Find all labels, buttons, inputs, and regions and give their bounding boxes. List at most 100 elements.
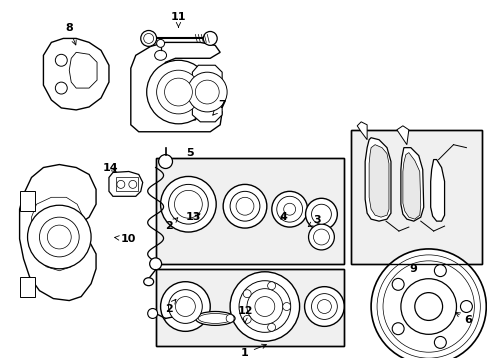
- Text: 1: 1: [241, 344, 266, 358]
- Bar: [116, 177, 138, 192]
- Polygon shape: [400, 148, 423, 221]
- Circle shape: [313, 229, 329, 245]
- Circle shape: [230, 192, 259, 221]
- Text: 4: 4: [279, 212, 287, 222]
- Circle shape: [203, 31, 217, 45]
- Circle shape: [239, 281, 290, 332]
- Text: 13: 13: [185, 212, 201, 222]
- Circle shape: [311, 294, 337, 319]
- Circle shape: [254, 297, 274, 316]
- Circle shape: [376, 255, 479, 358]
- Polygon shape: [31, 197, 83, 271]
- Circle shape: [391, 278, 403, 290]
- Ellipse shape: [156, 39, 164, 48]
- Circle shape: [164, 78, 192, 106]
- Circle shape: [271, 192, 307, 227]
- Circle shape: [160, 176, 216, 232]
- Text: 5: 5: [186, 148, 194, 158]
- Circle shape: [243, 315, 251, 323]
- Text: 14: 14: [103, 162, 119, 172]
- Circle shape: [400, 279, 456, 334]
- Circle shape: [187, 72, 226, 112]
- Circle shape: [195, 80, 219, 104]
- Circle shape: [460, 301, 471, 312]
- Bar: [20, 192, 36, 211]
- Circle shape: [433, 337, 446, 348]
- Text: 2: 2: [164, 299, 176, 314]
- Circle shape: [117, 180, 124, 188]
- Polygon shape: [131, 42, 222, 132]
- Circle shape: [147, 309, 157, 319]
- Ellipse shape: [143, 278, 153, 286]
- Circle shape: [414, 293, 442, 320]
- Circle shape: [223, 184, 266, 228]
- Circle shape: [141, 31, 156, 46]
- Circle shape: [40, 217, 79, 257]
- Circle shape: [305, 198, 337, 230]
- Polygon shape: [109, 171, 142, 196]
- Circle shape: [433, 265, 446, 276]
- Polygon shape: [402, 153, 420, 219]
- Circle shape: [27, 205, 91, 269]
- Bar: [350, 130, 481, 264]
- Circle shape: [308, 224, 334, 250]
- Circle shape: [311, 204, 331, 224]
- Polygon shape: [192, 65, 222, 122]
- Ellipse shape: [198, 314, 232, 323]
- Circle shape: [149, 258, 161, 270]
- Circle shape: [143, 33, 153, 44]
- Circle shape: [128, 180, 137, 188]
- Circle shape: [304, 287, 344, 327]
- Bar: [155, 158, 344, 264]
- Polygon shape: [368, 145, 388, 217]
- Text: 3: 3: [307, 215, 321, 226]
- Ellipse shape: [154, 50, 166, 60]
- Circle shape: [283, 203, 295, 215]
- Text: 8: 8: [65, 23, 76, 45]
- Polygon shape: [365, 138, 390, 221]
- Polygon shape: [396, 126, 408, 145]
- Circle shape: [168, 290, 202, 323]
- Circle shape: [236, 197, 253, 215]
- Circle shape: [267, 282, 275, 290]
- Circle shape: [282, 302, 290, 310]
- Polygon shape: [69, 52, 97, 88]
- Polygon shape: [356, 122, 366, 140]
- Circle shape: [156, 70, 200, 114]
- Text: 2: 2: [164, 218, 178, 231]
- Circle shape: [246, 289, 282, 324]
- Text: 7: 7: [212, 100, 225, 115]
- Text: 6: 6: [455, 312, 471, 325]
- Text: 12: 12: [237, 306, 252, 323]
- Bar: [155, 269, 344, 346]
- Circle shape: [160, 282, 210, 331]
- Circle shape: [146, 60, 210, 124]
- Text: 9: 9: [409, 264, 417, 274]
- Bar: [155, 269, 344, 346]
- Polygon shape: [43, 39, 109, 110]
- Circle shape: [391, 323, 403, 335]
- Circle shape: [174, 190, 202, 218]
- Bar: [155, 158, 344, 264]
- Polygon shape: [20, 165, 96, 301]
- Circle shape: [267, 323, 275, 331]
- Bar: [350, 130, 481, 264]
- Circle shape: [317, 300, 331, 314]
- Bar: [20, 277, 36, 297]
- Circle shape: [55, 82, 67, 94]
- Circle shape: [276, 196, 302, 222]
- Circle shape: [370, 249, 485, 360]
- Text: 11: 11: [170, 12, 186, 27]
- Ellipse shape: [195, 311, 235, 325]
- Circle shape: [158, 154, 172, 168]
- Circle shape: [230, 272, 299, 341]
- Text: 10: 10: [114, 234, 136, 244]
- Circle shape: [175, 297, 195, 316]
- Circle shape: [168, 184, 208, 224]
- Circle shape: [382, 261, 473, 352]
- Circle shape: [47, 225, 71, 249]
- Circle shape: [225, 315, 234, 323]
- Polygon shape: [430, 159, 444, 221]
- Circle shape: [55, 54, 67, 66]
- Circle shape: [243, 290, 251, 298]
